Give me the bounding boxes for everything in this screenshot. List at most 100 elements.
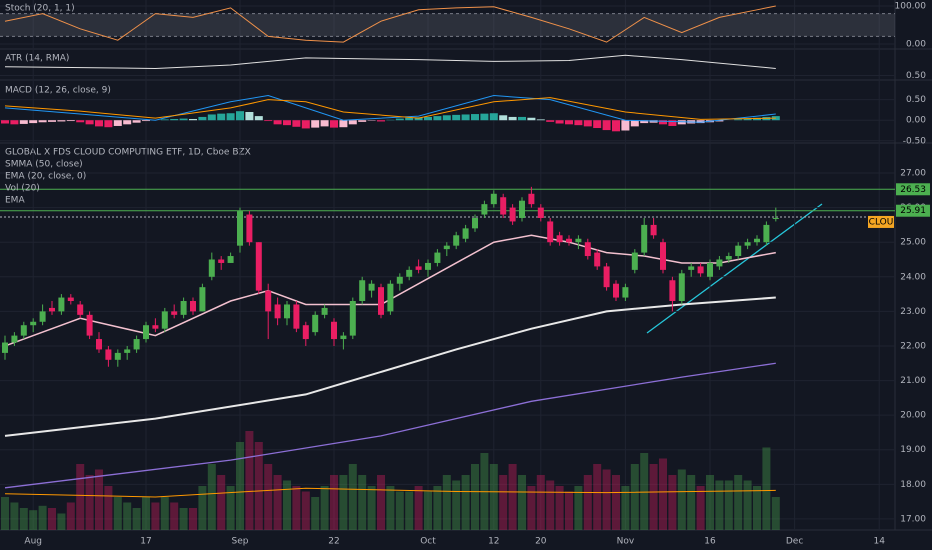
candle-body [716, 259, 723, 267]
volume-bar [283, 480, 291, 530]
volume-bar [123, 502, 132, 530]
volume-bar [38, 505, 47, 530]
candle-body [425, 262, 431, 270]
volume-bar [198, 486, 207, 530]
candle-body [114, 352, 121, 360]
volume-bar [715, 480, 724, 530]
candle-body [500, 197, 507, 215]
volume-bar [1, 497, 9, 530]
macd-histogram-bar [659, 120, 667, 125]
volume-bar [151, 502, 160, 530]
indicator-line [4, 54, 776, 69]
macd-histogram-bar [48, 120, 56, 122]
candle-body [11, 335, 18, 343]
volume-bar [320, 486, 329, 530]
macd-histogram-bar [160, 119, 169, 121]
candle-body [697, 266, 704, 274]
volume-bar [405, 491, 414, 530]
candle-body [688, 266, 695, 270]
macd-line [4, 95, 776, 123]
macd-histogram-bar [405, 117, 414, 121]
macd-histogram-bar [442, 115, 451, 121]
y-tick-label: 19.00 [900, 445, 926, 455]
candle-body [58, 297, 65, 312]
x-tick-label: Aug [24, 537, 42, 547]
x-tick-label: Dec [786, 537, 803, 547]
macd-histogram-bar [283, 120, 291, 126]
candle-body [39, 311, 46, 322]
volume-bar [348, 464, 357, 530]
macd-histogram-bar [461, 114, 470, 121]
x-tick-label: 22 [328, 537, 339, 547]
level-label-box [896, 204, 930, 217]
candle-body [2, 342, 8, 353]
volume-bar [424, 491, 432, 530]
macd-histogram-bar [377, 120, 385, 122]
stoch-band [0, 13, 895, 37]
candle-body [537, 207, 544, 218]
volume-bar [367, 486, 376, 530]
ema-line [4, 362, 776, 489]
candle-body [509, 207, 516, 222]
macd-histogram-bar [715, 120, 724, 122]
candle-body [237, 211, 243, 246]
volume-bar [734, 475, 743, 530]
indicator-line [4, 5, 776, 43]
macd-histogram-bar [489, 113, 498, 121]
macd-histogram-bar [753, 117, 761, 121]
candle-body [613, 283, 619, 298]
candle-body [105, 349, 112, 360]
macd-histogram-bar [668, 120, 677, 126]
macd-histogram-bar [76, 120, 85, 123]
volume-bar [630, 464, 639, 530]
macd-histogram-bar [414, 117, 423, 121]
candle-body [631, 252, 638, 270]
volume-bar [160, 497, 169, 530]
macd-histogram-bar [621, 120, 630, 131]
candle-body [227, 256, 234, 263]
volume-bar [659, 458, 667, 530]
volume-bar [104, 486, 113, 530]
candle-body [406, 269, 413, 277]
volume-bar [311, 497, 320, 530]
candle-body [171, 311, 178, 315]
macd-histogram-bar [743, 118, 752, 121]
candle-body [284, 304, 290, 319]
candle-body [77, 304, 84, 315]
pane-legend: MACD (12, 26, close, 9) [5, 86, 111, 96]
volume-bar [330, 475, 338, 530]
candle-body [575, 238, 582, 243]
macd-histogram-bar [696, 120, 705, 124]
volume-bar [273, 475, 282, 530]
legend-entry: Vol (20) [5, 184, 40, 194]
macd-histogram-bar [104, 120, 113, 128]
candle-body [274, 304, 281, 319]
volume-bar [555, 486, 564, 530]
candle-body [30, 321, 37, 326]
pane-legend: ATR (14, RMA) [5, 54, 69, 64]
candle-body [707, 262, 713, 277]
chart-title: GLOBAL X FDS CLOUD COMPUTING ETF, 1D, Cb… [5, 148, 251, 158]
candle-body [359, 280, 366, 302]
volume-bar [452, 480, 461, 530]
symbol-box [868, 215, 894, 228]
y-tick-label: 0.00 [906, 116, 926, 126]
macd-histogram-bar [320, 120, 329, 127]
volume-bar [753, 486, 761, 530]
macd-histogram-bar [677, 120, 686, 125]
macd-histogram-bar [95, 120, 103, 127]
candle-body [462, 228, 469, 239]
candle-body [415, 266, 422, 270]
candle-body [396, 276, 403, 284]
volume-bar [583, 475, 592, 530]
candle-body [603, 266, 610, 288]
macd-histogram-bar [574, 120, 583, 126]
candle-body [199, 287, 206, 312]
macd-histogram-bar [292, 120, 301, 127]
volume-bar [743, 480, 752, 530]
volume-bar [518, 475, 526, 530]
macd-histogram-bar [170, 118, 179, 121]
macd-histogram-bar [330, 120, 338, 128]
volume-bar [593, 464, 602, 530]
volume-bar [461, 475, 470, 530]
